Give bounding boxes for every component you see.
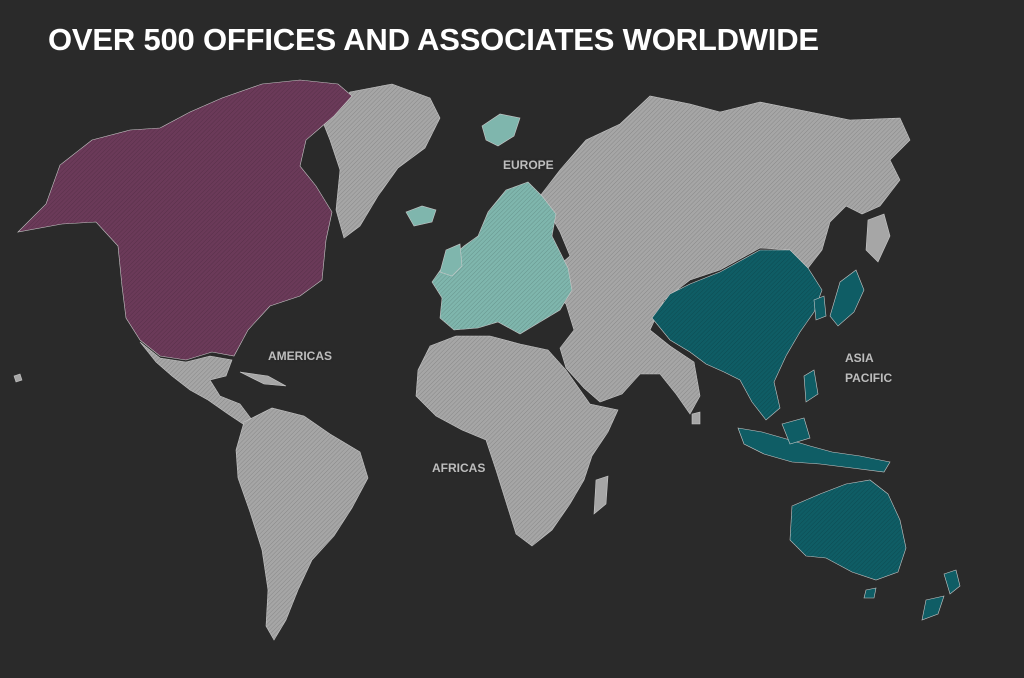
iceland-landmass	[405, 113, 521, 227]
central-america-landmass	[139, 341, 287, 427]
greenland-landmass	[321, 83, 441, 239]
africa-landmass	[415, 335, 619, 547]
europe-region	[431, 181, 573, 335]
region-label-africas: AFRICAS	[432, 461, 486, 475]
page-title: OVER 500 OFFICES AND ASSOCIATES WORLDWID…	[48, 22, 819, 57]
region-label-asia-pacific: ASIA PACIFIC	[845, 348, 892, 388]
region-label-europe: EUROPE	[503, 158, 554, 172]
asia-pacific-region	[651, 249, 961, 621]
eurasia-landmass	[539, 95, 911, 415]
region-label-pacific: PACIFIC	[845, 371, 893, 385]
north-america-region	[17, 79, 353, 361]
region-label-asia: ASIA	[845, 351, 874, 365]
small-islands	[13, 373, 701, 425]
south-america-landmass	[235, 407, 369, 641]
region-label-americas: AMERICAS	[268, 349, 333, 363]
